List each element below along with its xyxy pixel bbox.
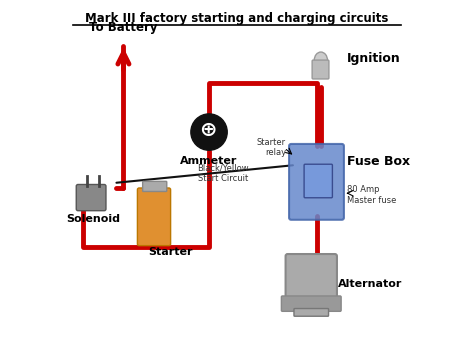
Text: Alternator: Alternator [338,279,403,289]
Ellipse shape [314,52,328,69]
FancyBboxPatch shape [304,164,332,198]
Text: 80 Amp
Master fuse: 80 Amp Master fuse [347,185,396,205]
Text: To Battery: To Battery [89,21,158,34]
FancyBboxPatch shape [294,308,328,316]
Text: ⊕: ⊕ [200,120,217,140]
FancyBboxPatch shape [143,181,167,191]
Text: Starter
relay: Starter relay [257,138,286,158]
FancyBboxPatch shape [289,144,344,220]
Text: Starter: Starter [148,247,193,257]
FancyBboxPatch shape [282,296,341,311]
Text: Mark III factory starting and charging circuits: Mark III factory starting and charging c… [85,11,389,24]
Text: Fuse Box: Fuse Box [347,155,410,168]
Circle shape [191,114,227,150]
FancyBboxPatch shape [137,188,171,246]
Text: Solenoid: Solenoid [67,214,121,224]
Text: Ammeter: Ammeter [180,156,238,166]
FancyBboxPatch shape [76,185,106,211]
FancyBboxPatch shape [285,254,337,300]
Text: Ignition: Ignition [347,52,401,65]
Text: Black/Yellow
Start Circuit: Black/Yellow Start Circuit [197,164,249,183]
FancyBboxPatch shape [312,60,329,79]
